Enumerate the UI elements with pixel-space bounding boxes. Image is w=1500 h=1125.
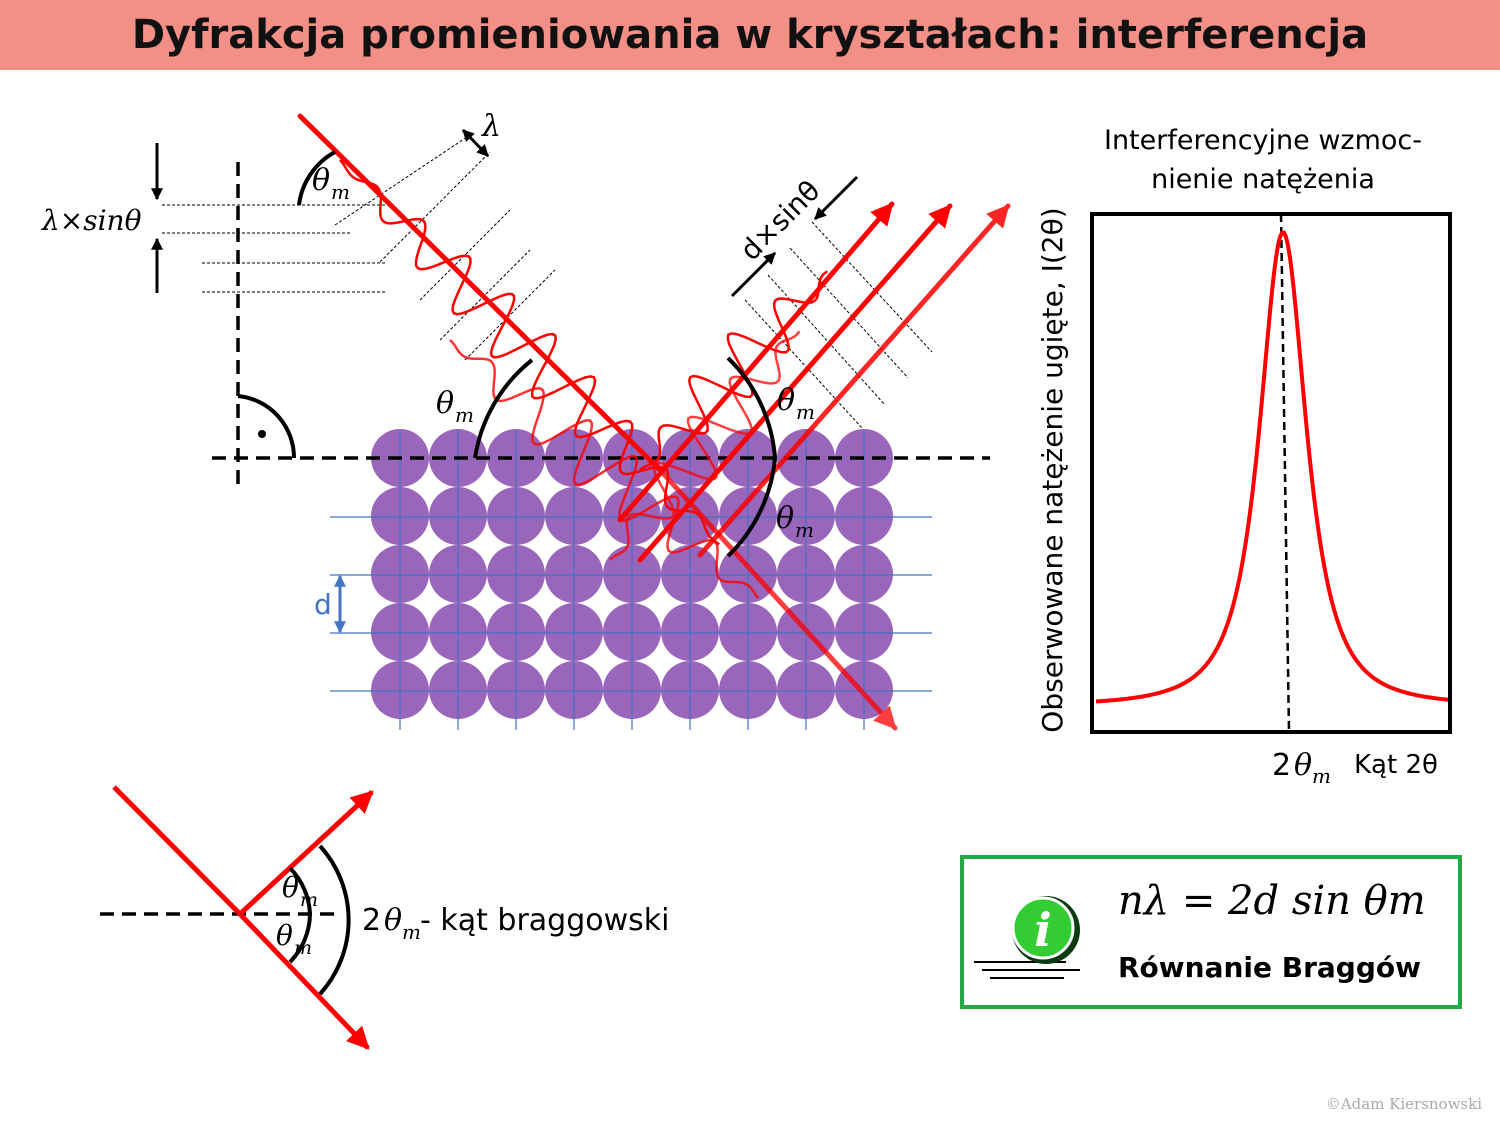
reflected-beam-1: [617, 201, 895, 523]
svg-text:m: m: [1312, 764, 1331, 788]
graph-title-line2: nienie natężenia: [1151, 164, 1375, 195]
svg-text:θ: θ: [384, 903, 402, 938]
bragg-angle-label: 2 θ m - kąt braggowski: [362, 903, 670, 944]
right-angle-dot: [258, 430, 266, 438]
bragg-equation: nλ = 2d sin θm: [1118, 878, 1426, 924]
lambda-label: λ: [481, 109, 501, 144]
graph-ylabel: Obserwowane natężenie ugięte, I(2θ): [1036, 207, 1069, 732]
svg-text:- kąt braggowski: - kąt braggowski: [420, 903, 670, 938]
d-sin-label: d×sinθ: [734, 174, 827, 267]
theta-arc-reflected: [726, 356, 777, 459]
svg-text:m: m: [795, 518, 814, 542]
svg-text:θ: θ: [276, 919, 293, 952]
theta-label-transmitted: θ m: [776, 501, 814, 542]
graph-peak-label: 2 θ m: [1272, 748, 1331, 788]
right-angle-arc: [237, 394, 297, 459]
bragg-theta-upper: θ m: [282, 871, 318, 911]
graph-peak-line: [1279, 213, 1291, 733]
bragg-sketch-reflected: [238, 790, 374, 916]
theta-arc-transmitted: [726, 457, 777, 558]
bragg-arc-upper: [288, 866, 312, 915]
slide-title: Dyfrakcja promieniowania w kryształach: …: [0, 0, 1500, 70]
lattice-d-label: d: [314, 588, 332, 621]
reflected-beam-2: [637, 203, 953, 563]
svg-text:θ: θ: [777, 383, 795, 418]
xray-beams: [297, 113, 1011, 731]
info-icon: i: [974, 896, 1080, 979]
theta-label-reflected: θ m: [777, 383, 815, 424]
incident-wave-2: [449, 339, 760, 599]
theta-label-incident: θ m: [436, 386, 474, 427]
bragg-equation-caption: Równanie Braggów: [1118, 951, 1421, 984]
reflected-wave-2: [609, 330, 801, 561]
svg-text:θ: θ: [282, 871, 299, 904]
svg-text:m: m: [402, 920, 421, 944]
svg-text:m: m: [331, 180, 350, 204]
svg-text:2: 2: [362, 903, 381, 938]
intensity-curve: [1095, 230, 1449, 704]
lambda-sin-guides: [162, 204, 385, 293]
bragg-arc-lower: [288, 913, 312, 964]
incident-wavefronts: [334, 134, 556, 361]
theta-arc-incident: [473, 358, 534, 459]
reflected-beam-3: [697, 203, 1011, 558]
transmitted-beam: [657, 467, 898, 731]
bragg-equation-box: i nλ = 2d sin θm Równanie Braggów: [960, 855, 1462, 1009]
lattice-grid: [330, 430, 932, 730]
svg-text:2: 2: [1272, 748, 1291, 783]
bragg-sketch-incident: [112, 785, 242, 916]
bragg-angle-sketch: θ m θ m 2 θ m - kąt braggowski: [100, 785, 670, 1050]
svg-text:m: m: [796, 400, 815, 424]
outgoing-wavefronts: [744, 221, 933, 429]
svg-text:θ: θ: [436, 386, 454, 421]
bragg-arc-two-theta: [318, 844, 351, 996]
bragg-sketch-transmitted: [238, 912, 370, 1050]
incident-wave-1: [339, 159, 720, 546]
theta-label-top-left: θ m: [312, 163, 350, 204]
graph-xlabel: Kąt 2θ: [1354, 750, 1438, 780]
theta-arc-top-left: [297, 150, 336, 206]
svg-text:θ: θ: [312, 163, 330, 198]
intensity-graph: Interferencyjne wzmoc- nienie natężenia …: [1036, 125, 1452, 788]
copyright-notice: ©Adam Kiersnowski: [1325, 1095, 1482, 1113]
graph-title-line1: Interferencyjne wzmoc-: [1104, 125, 1422, 156]
svg-text:θ: θ: [776, 501, 794, 536]
lambda-arrow: [461, 128, 490, 158]
graph-frame: [1090, 212, 1452, 734]
d-sin-arrow-bottom: [730, 251, 777, 298]
svg-text:θ: θ: [1294, 748, 1312, 783]
svg-text:m: m: [294, 937, 312, 959]
svg-text:i: i: [1034, 903, 1051, 957]
svg-text:m: m: [455, 403, 474, 427]
d-sin-arrow-top: [813, 175, 859, 221]
lambda-sin-label: λ×sinθ: [41, 204, 142, 237]
svg-text:m: m: [300, 889, 318, 911]
incident-beam-1: [297, 113, 663, 473]
bragg-theta-lower: θ m: [276, 919, 312, 959]
